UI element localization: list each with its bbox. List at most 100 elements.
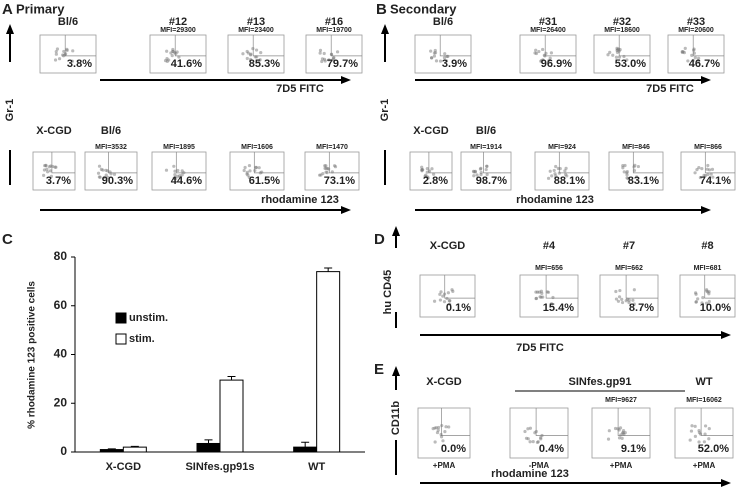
event-dot (697, 166, 701, 170)
panel-title: Primary (16, 1, 65, 16)
event-dot (705, 288, 709, 292)
percent-label: 41.6% (171, 58, 202, 70)
event-dot (329, 52, 334, 57)
event-dot (53, 165, 57, 169)
mfi-label: MFI=9627 (605, 397, 637, 404)
x-axis-label: rhodamine 123 (516, 194, 594, 206)
x-axis-label: rhodamine 123 (261, 194, 339, 206)
arrow-head (721, 479, 731, 487)
arrow-head (341, 206, 351, 214)
plot-header: Bl/6 (101, 125, 121, 137)
event-dot (332, 164, 337, 168)
event-dot (433, 48, 437, 53)
panel-label: E (374, 361, 384, 378)
percent-label: 53.0% (615, 58, 646, 70)
percent-label: 3.7% (46, 175, 71, 187)
event-dot (534, 429, 538, 434)
plot-header: X-CGD (413, 125, 449, 137)
event-dot (448, 302, 452, 306)
event-dot (54, 49, 58, 54)
y-tick-label: 60 (54, 298, 68, 312)
event-dot (693, 56, 697, 60)
plot-header: #32 (613, 16, 631, 28)
flow-plot (39, 34, 97, 74)
event-dot (690, 424, 694, 428)
percent-label: 0.0% (441, 443, 466, 455)
flow-plot (519, 34, 577, 74)
plot-header: Bl/6 (58, 16, 78, 28)
event-dot (548, 169, 552, 173)
flow-plot (591, 407, 651, 459)
event-dot (700, 301, 704, 305)
legend-swatch (115, 312, 127, 324)
y-tick-label: 0 (60, 444, 67, 458)
flow-plot (305, 34, 363, 74)
arrow-head (701, 206, 711, 214)
event-dot (163, 59, 168, 63)
event-dot (65, 48, 69, 53)
gate (617, 408, 650, 436)
event-dot (619, 433, 623, 437)
event-dot (635, 175, 639, 179)
x-tick-label: WT (308, 461, 325, 473)
event-dot (631, 298, 635, 302)
event-dot (693, 434, 697, 438)
event-dot (433, 51, 438, 55)
plot-header: Bl/6 (433, 16, 453, 28)
event-dot (102, 176, 106, 180)
event-dot (534, 290, 538, 294)
bar (316, 271, 341, 453)
event-dot (625, 170, 629, 174)
flow-plot (534, 151, 590, 191)
percent-label: 83.1% (628, 175, 659, 187)
event-dot (711, 175, 715, 179)
bar (219, 379, 244, 453)
event-dot (540, 433, 544, 438)
error-bar (130, 445, 139, 448)
event-dot (701, 295, 705, 300)
event-dot (320, 59, 324, 64)
event-dot (547, 58, 551, 63)
mfi-label: MFI=656 (535, 265, 563, 272)
event-dot (607, 429, 611, 433)
event-dot (71, 49, 75, 53)
event-dot (440, 423, 444, 428)
treatment-label: +PMA (693, 461, 716, 470)
event-dot (442, 56, 447, 60)
event-dot (615, 46, 619, 50)
event-dot (165, 49, 169, 53)
event-dot (425, 167, 429, 171)
panel-label: C (2, 231, 13, 248)
event-dot (693, 424, 697, 428)
percent-label: 73.1% (324, 175, 355, 187)
event-dot (54, 52, 58, 56)
event-dot (437, 425, 441, 430)
percent-label: 9.1% (621, 443, 646, 455)
legend-label: stim. (129, 333, 155, 345)
x-axis-label: rhodamine 123 (491, 468, 569, 480)
percent-label: 85.3% (249, 58, 280, 70)
event-dot (626, 176, 630, 181)
event-dot (448, 299, 452, 303)
panel-label: D (374, 231, 385, 248)
gate (625, 275, 658, 299)
gate (704, 275, 735, 299)
y-tick-label: 80 (54, 249, 68, 263)
event-dot (249, 52, 253, 56)
event-dot (541, 47, 545, 52)
percent-label: 98.7% (476, 175, 507, 187)
y-axis-label: Gr-1 (379, 99, 391, 122)
event-dot (432, 299, 437, 303)
event-dot (174, 52, 178, 56)
percent-label: 88.1% (554, 175, 585, 187)
event-dot (613, 426, 618, 431)
gate (108, 152, 137, 174)
gate (174, 35, 206, 57)
event-dot (707, 427, 711, 431)
event-dot (253, 168, 257, 173)
flow-plot (667, 34, 725, 74)
gate (545, 275, 578, 299)
event-dot (696, 297, 700, 301)
event-dot (707, 168, 712, 172)
